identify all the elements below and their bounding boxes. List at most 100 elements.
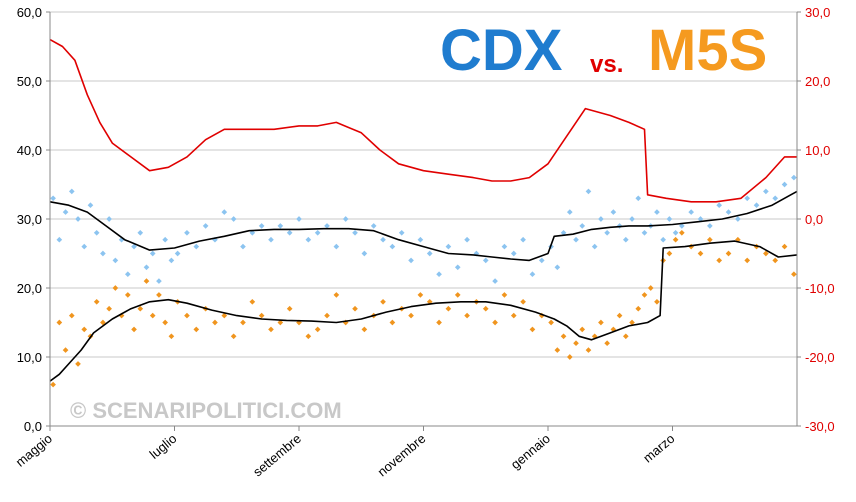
cdx_points-point <box>193 243 200 250</box>
m5s_points-point <box>56 319 63 326</box>
watermark-layer: © SCENARIPOLITICI.COM <box>70 398 342 423</box>
cdx_points-point <box>604 229 610 236</box>
cdx_points-point <box>454 264 461 271</box>
cdx_points-point <box>716 202 723 209</box>
m5s_points-point <box>258 312 265 319</box>
m5s_points-point <box>417 292 424 298</box>
m5s_points-point <box>305 333 312 340</box>
m5s_points-point <box>324 312 330 319</box>
title-cdx: CDX <box>440 18 563 83</box>
m5s_points-point <box>622 333 629 340</box>
m5s_points-point <box>112 285 119 291</box>
cdx_points-point <box>791 174 797 181</box>
cdx_points-point <box>100 250 106 257</box>
cdx_points-point <box>93 229 100 236</box>
cdx_points-point <box>585 188 592 195</box>
m5s_points-point <box>604 340 610 347</box>
cdx_points-point <box>744 195 751 202</box>
m5s_points-point <box>725 250 732 257</box>
cdx_points-point <box>520 236 526 243</box>
m5s_points-point <box>131 326 137 333</box>
cdx_points-point <box>629 216 635 222</box>
m5s_points-point <box>635 305 642 312</box>
m5s_points-point <box>389 319 396 326</box>
m5s_points-point <box>781 243 788 250</box>
m5s_points-point <box>598 319 604 326</box>
cdx_points-point <box>417 236 424 243</box>
m5s_points-point <box>641 292 648 298</box>
left-tick-label: 50,0 <box>17 74 42 89</box>
m5s_points-point <box>361 326 368 333</box>
m5s_points-point <box>93 298 100 305</box>
cdx_points-point <box>156 278 162 284</box>
cdx_points-point <box>87 202 94 209</box>
cdx_points-point <box>697 216 704 222</box>
cdx_points-point <box>184 229 190 236</box>
cdx_points-point <box>510 250 517 257</box>
m5s_points-point <box>352 305 358 312</box>
cdx_points-point <box>688 209 695 215</box>
right-tick-label: -20,0 <box>805 350 835 365</box>
m5s_points-point <box>277 319 284 326</box>
cdx_points-point <box>112 257 119 264</box>
cdx_points-point <box>230 216 237 222</box>
cdx_points-point <box>591 243 598 250</box>
cdx_points-point <box>464 236 470 243</box>
cdx_points-point <box>573 236 579 243</box>
m5s_points-point <box>240 319 246 326</box>
m5s_points-point <box>482 305 489 312</box>
cdx_points-point <box>75 216 81 222</box>
cdx_points-point <box>168 257 175 264</box>
x-tick-label: novembre <box>374 431 428 480</box>
cdx_points-point <box>342 216 349 222</box>
cdx_points-point <box>660 236 666 243</box>
cdx_points-point <box>81 243 88 250</box>
cdx_points-point <box>666 216 673 222</box>
cdx_points-point <box>305 236 312 243</box>
m5s_points-point <box>791 271 797 278</box>
right-tick-label: 10,0 <box>805 143 830 158</box>
m5s_points-point <box>716 257 723 264</box>
cdx_points-point <box>149 250 156 257</box>
data-points <box>50 174 797 388</box>
cdx_points-point <box>538 257 545 264</box>
cdx_points-point <box>352 229 358 236</box>
m5s_points-point <box>654 298 660 305</box>
cdx_points-point <box>566 209 573 215</box>
cdx_points-point <box>131 243 137 250</box>
cdx_points-point <box>286 229 293 236</box>
m5s_points-point <box>212 319 218 326</box>
m5s_points-point <box>501 292 508 298</box>
m5s_points-point <box>666 250 673 257</box>
cdx_points-point <box>258 223 265 229</box>
cdx_points-point <box>707 223 713 229</box>
m5s_points-point <box>436 319 442 326</box>
left-tick-label: 10,0 <box>17 350 42 365</box>
m5s_points-point <box>707 236 713 243</box>
cdx_points-point <box>389 243 396 250</box>
cdx_points-point <box>598 216 604 222</box>
m5s_points-point <box>100 319 106 326</box>
cdx_points-point <box>641 229 648 236</box>
cdx_points-point <box>679 223 685 229</box>
x-axis-ticks: maggio luglio settembre novembre gennaio marz… <box>13 426 677 480</box>
cdx_points-point <box>781 181 788 188</box>
m5s_points-point <box>744 257 751 264</box>
m5s_points-point <box>560 333 567 340</box>
cdx_points-point <box>240 243 246 250</box>
title-vs: vs. <box>590 51 623 78</box>
m5s_points-point <box>268 326 274 333</box>
m5s_points-point <box>585 347 592 353</box>
m5s_points-point <box>149 312 156 319</box>
trend-lines <box>49 38 798 382</box>
m5s_points-point <box>333 292 340 298</box>
m5s_points-point <box>314 326 321 333</box>
cdx_points-point <box>772 195 779 202</box>
cdx_points-point <box>324 223 330 229</box>
cdx_points-point <box>137 229 144 236</box>
right-tick-label: -30,0 <box>805 419 835 434</box>
cdx_points-point <box>622 236 629 243</box>
m5s_points-point <box>772 257 779 264</box>
title-m5s: M5S <box>648 18 767 83</box>
